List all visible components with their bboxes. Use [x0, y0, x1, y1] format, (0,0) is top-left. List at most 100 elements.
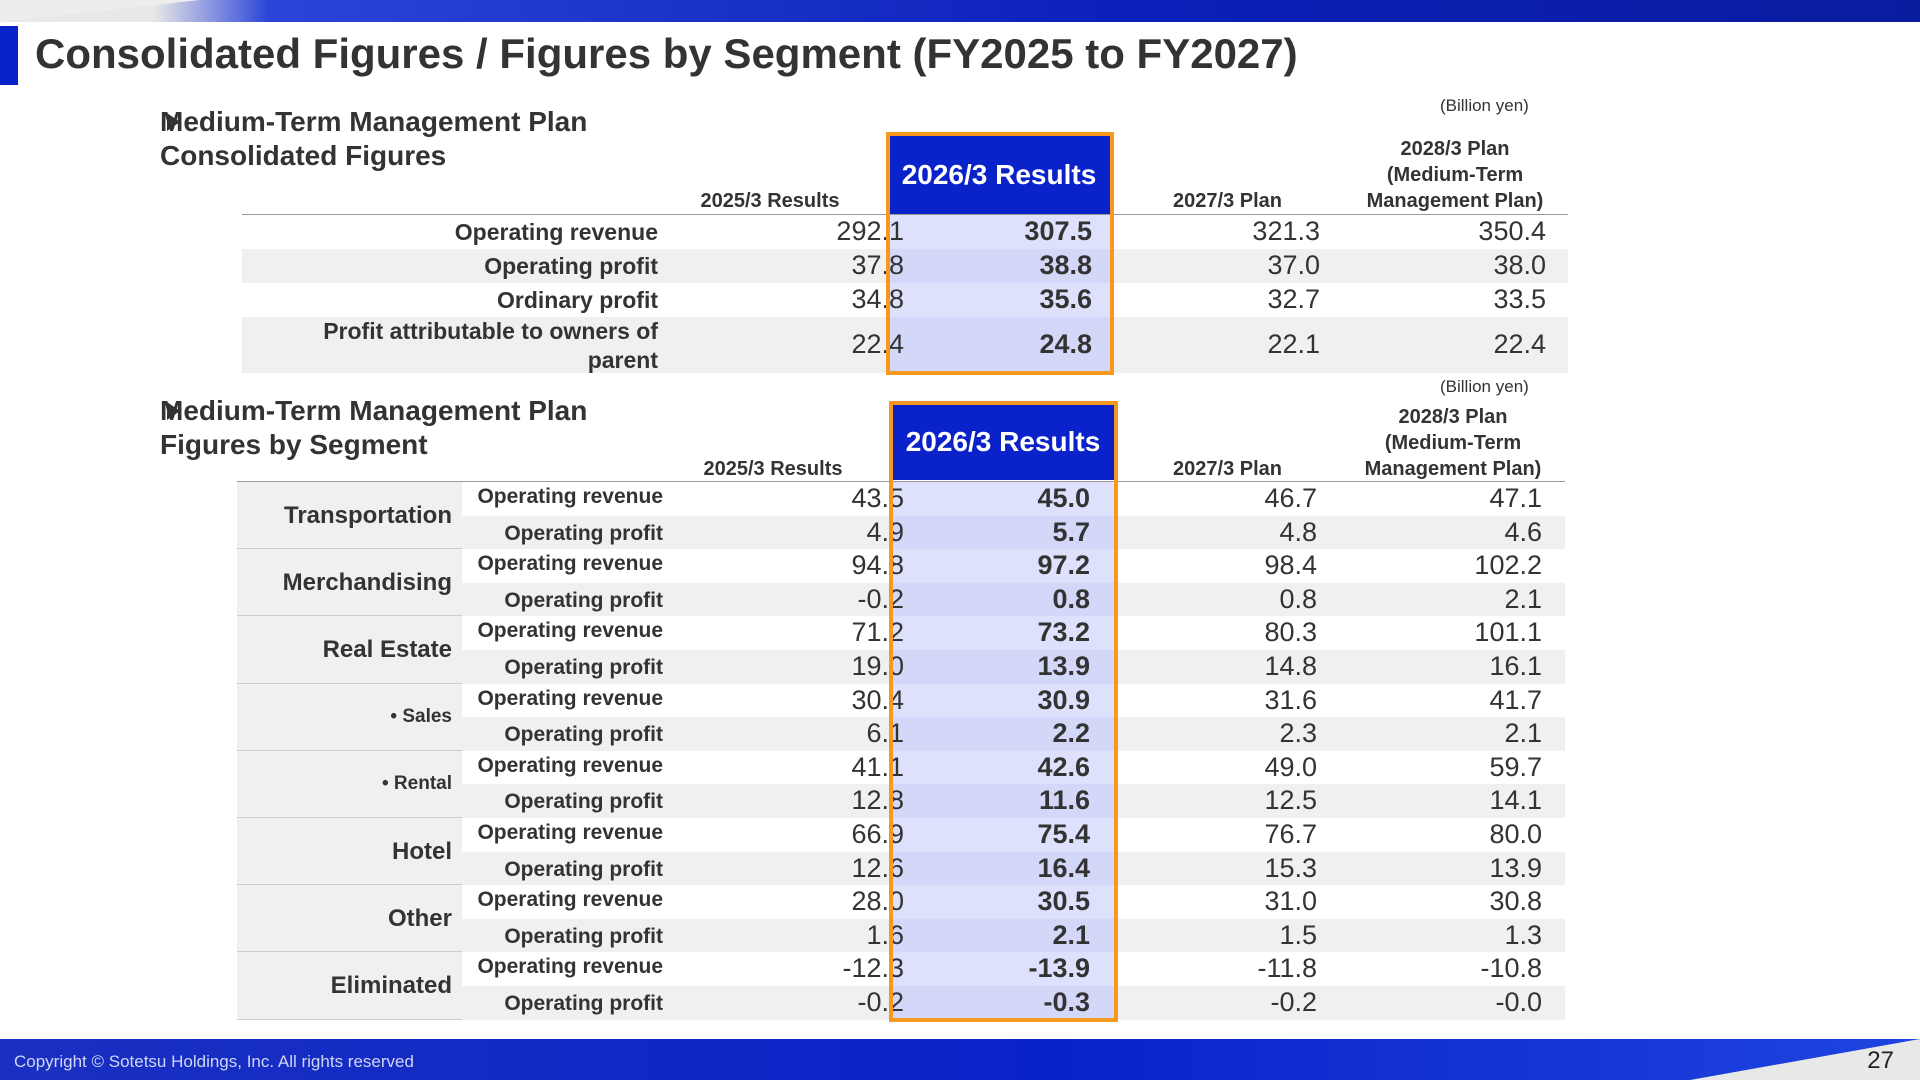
segment-name: Other	[237, 885, 462, 953]
title-accent-bar	[0, 26, 18, 85]
segment-divider	[237, 749, 462, 751]
row-label: Operating profit	[504, 992, 663, 1015]
value-2028: 33.5	[1493, 284, 1546, 314]
value-2027: 15.3	[1264, 852, 1317, 883]
value-2028: -0.0	[1495, 987, 1542, 1017]
table-row: Operating revenue 94.8 97.2 98.4 102.2	[237, 549, 1565, 583]
highlight-cell	[888, 215, 1114, 249]
table-row: Operating revenue 66.9 75.4 76.7 80.0	[237, 818, 1565, 852]
segment-name: Eliminated	[237, 952, 462, 1020]
value-2025: 41.1	[851, 751, 904, 782]
value-2025: 4.9	[866, 516, 904, 547]
segment-divider	[237, 1018, 462, 1020]
row-label: Ordinary profit	[496, 287, 658, 313]
value-2028: 30.8	[1489, 886, 1542, 917]
highlight-cell	[893, 482, 1114, 516]
highlight-cell	[888, 283, 1114, 317]
value-2028: 16.1	[1489, 651, 1542, 681]
value-2028: 14.1	[1489, 785, 1542, 816]
highlight-cell	[893, 918, 1114, 953]
value-2028: 59.7	[1489, 751, 1542, 782]
value-2028: 4.6	[1504, 516, 1542, 547]
value-2026: 73.2	[1037, 617, 1090, 648]
top-band-corner	[0, 0, 200, 22]
row-label: Operating profit	[484, 253, 658, 279]
segment-header-rule	[237, 481, 1565, 482]
value-2025: 28.0	[851, 886, 904, 917]
value-2026: 24.8	[1039, 329, 1092, 359]
table-row: Ordinary profit 34.8 35.6 32.7 33.5	[242, 283, 1568, 317]
copyright-text: Copyright © Sotetsu Holdings, Inc. All r…	[14, 1052, 414, 1071]
table-row: Profit attributable to owners of parent …	[242, 317, 1568, 373]
value-2028: 1.3	[1504, 919, 1542, 950]
value-2027: 2.3	[1279, 718, 1317, 749]
table-row: Operating revenue 30.4 30.9 31.6 41.7	[237, 683, 1565, 718]
value-2025: 292.1	[836, 216, 904, 246]
highlight-cell	[893, 986, 1114, 1020]
value-2025: -0.2	[857, 987, 904, 1017]
value-2027: 14.8	[1264, 651, 1317, 681]
highlight-cell	[893, 818, 1114, 852]
highlight-cell	[893, 549, 1114, 583]
segment-heading: Medium-Term Management Plan Figures by S…	[160, 394, 587, 462]
value-2025: 66.9	[851, 819, 904, 849]
row-label: Operating revenue	[477, 821, 663, 844]
value-2025: 6.1	[866, 718, 904, 749]
row-label: Operating revenue	[477, 619, 663, 643]
row-label: Operating revenue	[477, 955, 663, 979]
value-2027: -11.8	[1257, 953, 1317, 984]
value-2026: 0.8	[1052, 583, 1090, 614]
value-2028: 38.0	[1493, 250, 1546, 280]
consolidated-col-2028: 2028/3 Plan (Medium-Term Management Plan…	[1345, 136, 1565, 214]
bottom-band	[0, 1039, 1920, 1080]
value-2027: 31.0	[1264, 886, 1317, 917]
value-2026: 42.6	[1037, 751, 1090, 782]
segment-name: Hotel	[237, 818, 462, 886]
value-2025: 12.6	[851, 852, 904, 883]
bullet-triangle-icon	[167, 113, 180, 131]
highlight-cell	[893, 683, 1114, 718]
value-2025: -0.2	[857, 583, 904, 614]
consolidated-col-2027: 2027/3 Plan	[1173, 190, 1282, 212]
highlight-cell	[893, 851, 1114, 886]
value-2026: 13.9	[1037, 651, 1090, 681]
value-2027: 31.6	[1264, 684, 1317, 715]
value-2026: 30.5	[1037, 886, 1090, 917]
value-2025: 1.6	[866, 919, 904, 950]
highlight-cell	[888, 317, 1114, 373]
col-2028-line3: Management Plan)	[1366, 190, 1544, 212]
value-2027: 4.8	[1279, 516, 1317, 547]
segment-divider	[237, 548, 462, 550]
segment-divider	[237, 884, 462, 886]
table-row: Operating revenue 71.2 73.2 80.3 101.1	[237, 616, 1565, 650]
segment-name: Merchandising	[237, 549, 462, 617]
value-2027: 32.7	[1267, 284, 1320, 314]
table-row: Operating profit 37.8 38.8 37.0 38.0	[242, 249, 1568, 283]
value-2026: -0.3	[1043, 987, 1090, 1017]
value-2027: 1.5	[1279, 919, 1317, 950]
value-2028: 2.1	[1504, 718, 1542, 749]
value-2027: 98.4	[1264, 550, 1317, 581]
value-2026: 97.2	[1037, 550, 1090, 581]
consolidated-col-2025: 2025/3 Results	[700, 190, 840, 212]
value-2028: 80.0	[1489, 819, 1542, 849]
row-label: Operating revenue	[477, 552, 663, 576]
segment-divider	[237, 817, 462, 818]
col-2028-line2: (Medium-Term	[1386, 164, 1524, 186]
value-2027: 0.8	[1279, 583, 1317, 614]
consolidated-header-rule	[242, 214, 1568, 215]
segment-divider	[237, 682, 462, 684]
col-2028-line1: 2028/3 Plan	[1398, 406, 1508, 428]
value-2028: 101.1	[1474, 617, 1542, 648]
value-2028: 41.7	[1489, 684, 1542, 715]
row-label: Operating revenue	[477, 753, 663, 777]
value-2027: 76.7	[1264, 819, 1317, 849]
value-2025: 94.8	[851, 550, 904, 581]
value-2025: 34.8	[851, 284, 904, 314]
row-label: Operating profit	[504, 857, 663, 881]
segment-col-2027: 2027/3 Plan	[1173, 458, 1282, 480]
table-row: Operating revenue 28.0 30.5 31.0 30.8	[237, 885, 1565, 919]
value-2028: 350.4	[1478, 216, 1546, 246]
segment-unit: (Billion yen)	[1440, 377, 1529, 396]
value-2027: 46.7	[1264, 483, 1317, 513]
